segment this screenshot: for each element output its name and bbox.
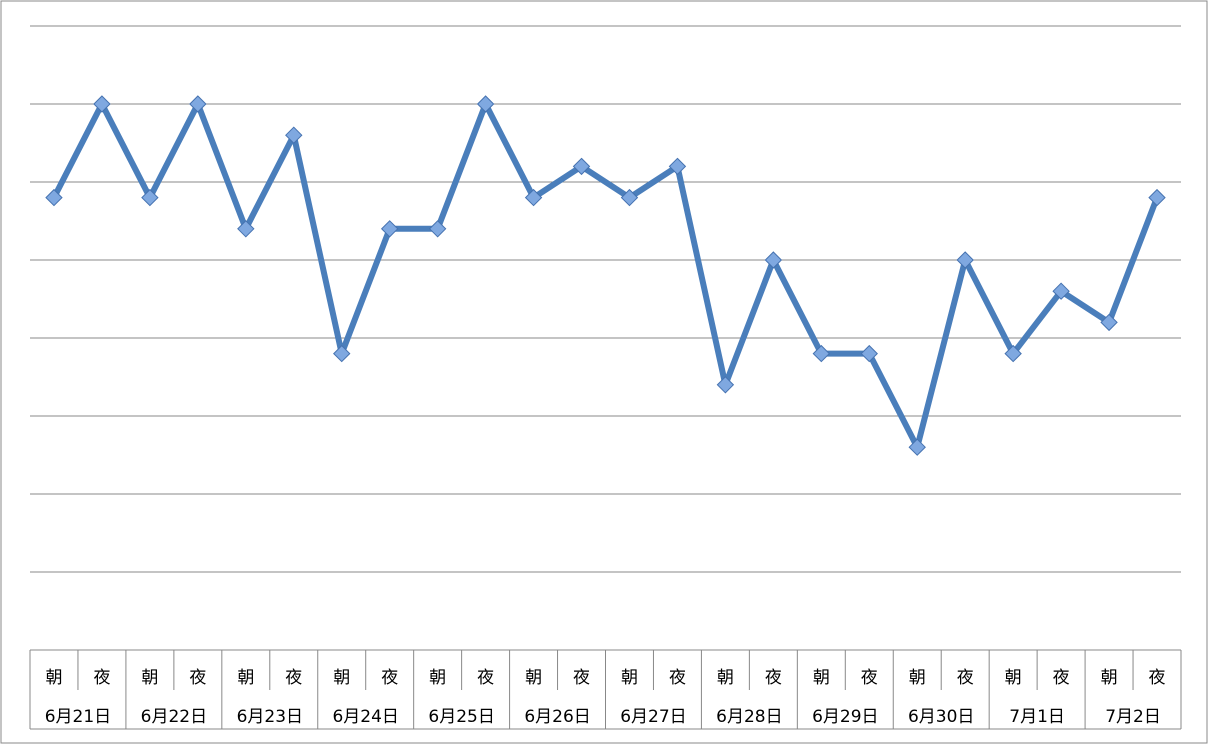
x-tick-label: 朝 bbox=[333, 668, 350, 688]
x-group-label: 6月21日 bbox=[45, 707, 111, 727]
marker bbox=[141, 188, 159, 207]
x-tick-label: 夜 bbox=[573, 668, 590, 688]
x-tick-label: 朝 bbox=[621, 668, 638, 688]
x-group-label: 6月29日 bbox=[812, 707, 878, 727]
x-tick-label: 朝 bbox=[141, 668, 158, 688]
marker bbox=[1100, 313, 1118, 332]
x-tick-label: 朝 bbox=[525, 668, 542, 688]
x-tick-label: 夜 bbox=[189, 668, 206, 688]
x-tick-label: 夜 bbox=[957, 668, 974, 688]
x-tick-label: 朝 bbox=[717, 668, 734, 688]
x-tick-label: 夜 bbox=[381, 668, 398, 688]
x-tick-label: 夜 bbox=[477, 668, 494, 688]
x-tick-label: 朝 bbox=[429, 668, 446, 688]
x-tick-label: 夜 bbox=[1053, 668, 1070, 688]
marker bbox=[668, 157, 687, 176]
x-group-label: 7月2日 bbox=[1105, 707, 1161, 727]
x-tick-label: 夜 bbox=[861, 668, 878, 688]
marker bbox=[285, 126, 303, 144]
x-tick-label: 朝 bbox=[1101, 668, 1118, 688]
marker bbox=[333, 344, 351, 363]
x-tick-label: 夜 bbox=[1149, 668, 1166, 688]
marker bbox=[620, 188, 639, 207]
x-tick-label: 夜 bbox=[285, 668, 302, 688]
x-group-label: 6月24日 bbox=[332, 707, 398, 727]
marker bbox=[572, 157, 591, 176]
x-group-label: 6月27日 bbox=[620, 707, 686, 727]
x-group-label: 6月26日 bbox=[524, 707, 590, 727]
marker bbox=[956, 251, 974, 269]
marker bbox=[524, 188, 543, 207]
marker bbox=[476, 95, 495, 113]
marker bbox=[428, 220, 447, 238]
x-tick-label: 朝 bbox=[45, 668, 62, 688]
x-tick-label: 夜 bbox=[765, 668, 782, 688]
x-tick-label: 朝 bbox=[237, 668, 254, 688]
marker bbox=[380, 220, 399, 238]
marker bbox=[764, 251, 783, 269]
x-group-label: 6月28日 bbox=[716, 707, 782, 727]
x-tick-label: 朝 bbox=[1005, 668, 1022, 688]
x-tick-label: 夜 bbox=[669, 668, 686, 688]
x-group-label: 6月30日 bbox=[908, 707, 974, 727]
marker bbox=[237, 220, 255, 238]
marker bbox=[1052, 282, 1070, 300]
x-group-label: 6月25日 bbox=[428, 707, 494, 727]
x-tick-label: 夜 bbox=[93, 668, 110, 688]
x-group-label: 6月22日 bbox=[141, 707, 207, 727]
x-group-label: 6月23日 bbox=[237, 707, 303, 727]
marker bbox=[1004, 344, 1022, 363]
marker bbox=[189, 95, 207, 113]
marker bbox=[812, 344, 831, 363]
marker bbox=[45, 188, 63, 207]
marker bbox=[716, 376, 735, 394]
marker bbox=[93, 95, 111, 113]
marker bbox=[860, 344, 878, 363]
x-tick-label: 朝 bbox=[813, 668, 830, 688]
x-tick-label: 朝 bbox=[909, 668, 926, 688]
marker bbox=[1148, 188, 1166, 207]
x-group-label: 7月1日 bbox=[1009, 707, 1065, 727]
line bbox=[51, 101, 1160, 451]
marker bbox=[908, 438, 926, 456]
